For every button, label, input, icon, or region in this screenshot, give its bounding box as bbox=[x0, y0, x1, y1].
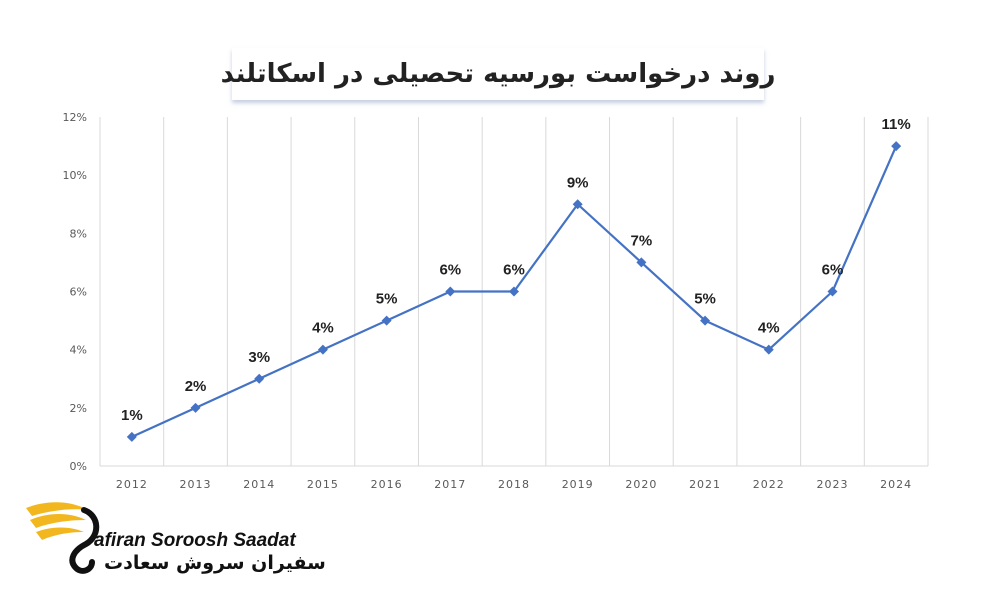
data-point-marker bbox=[763, 344, 774, 355]
data-label: 6% bbox=[503, 262, 525, 279]
data-point-marker bbox=[254, 373, 265, 384]
wing-logo-icon bbox=[26, 502, 100, 574]
data-label: 7% bbox=[631, 232, 653, 249]
x-tick-label: 2023 bbox=[816, 478, 848, 491]
data-label: 4% bbox=[758, 320, 780, 337]
data-label: 5% bbox=[694, 291, 716, 308]
x-tick-label: 2022 bbox=[753, 478, 785, 491]
data-label: 6% bbox=[822, 262, 844, 279]
y-tick-label: 4% bbox=[70, 344, 87, 357]
chart-title: روند درخواست بورسیه تحصیلی در اسکاتلند bbox=[220, 59, 776, 89]
x-tick-label: 2016 bbox=[371, 478, 403, 491]
y-tick-label: 2% bbox=[70, 402, 87, 415]
data-label: 4% bbox=[312, 320, 334, 337]
data-point-marker bbox=[572, 199, 583, 210]
label-layer: 1% 2% 3% 4% 5% 6% 6% 9% 7% 5% 4% 6% 11% bbox=[121, 116, 911, 424]
y-tick-label: 6% bbox=[70, 286, 87, 299]
data-point-marker bbox=[509, 286, 519, 297]
x-tick-label: 2020 bbox=[625, 478, 657, 491]
data-point-marker bbox=[381, 315, 392, 326]
data-label: 6% bbox=[439, 262, 461, 279]
x-tick-label: 2014 bbox=[243, 478, 275, 491]
chart-title-box: روند درخواست بورسیه تحصیلی در اسکاتلند bbox=[221, 48, 775, 100]
data-point-marker bbox=[317, 344, 328, 355]
x-tick-label: 2024 bbox=[880, 478, 912, 491]
data-label: 11% bbox=[882, 116, 911, 133]
data-label: 5% bbox=[376, 291, 398, 308]
x-tick-label: 2021 bbox=[689, 478, 721, 491]
data-label: 9% bbox=[567, 174, 589, 191]
data-point-marker bbox=[891, 141, 902, 152]
data-point-marker bbox=[636, 257, 647, 268]
x-tick-label: 2017 bbox=[434, 478, 466, 491]
x-tick-label: 2019 bbox=[562, 478, 594, 491]
x-tick-label: 2018 bbox=[498, 478, 530, 491]
data-label: 3% bbox=[248, 349, 270, 366]
x-tick-label: 2012 bbox=[116, 478, 148, 491]
y-tick-label: 10% bbox=[63, 169, 87, 182]
brand-name-en: afiran Soroosh Saadat bbox=[94, 530, 296, 551]
data-point-marker bbox=[700, 315, 711, 326]
data-point-marker bbox=[445, 286, 456, 297]
data-point-marker bbox=[190, 402, 201, 413]
series-layer bbox=[126, 141, 902, 442]
data-label: 1% bbox=[121, 407, 143, 424]
axis-layer: 0% 2% 4% 6% 8% 10% 12% 2012 2013 2014 2015 2016 2017… bbox=[63, 111, 912, 491]
y-tick-label: 12% bbox=[63, 111, 87, 124]
y-tick-label: 8% bbox=[70, 227, 87, 240]
x-tick-label: 2013 bbox=[180, 478, 212, 491]
y-tick-label: 0% bbox=[70, 460, 87, 473]
data-label: 2% bbox=[185, 378, 207, 395]
brand-logo: afiran Soroosh Saadat سفیران سروش سعادت bbox=[22, 494, 326, 584]
data-point-marker bbox=[126, 431, 137, 442]
brand-name-fa: سفیران سروش سعادت bbox=[104, 552, 326, 574]
data-point-marker bbox=[827, 286, 838, 297]
x-tick-label: 2015 bbox=[307, 478, 339, 491]
